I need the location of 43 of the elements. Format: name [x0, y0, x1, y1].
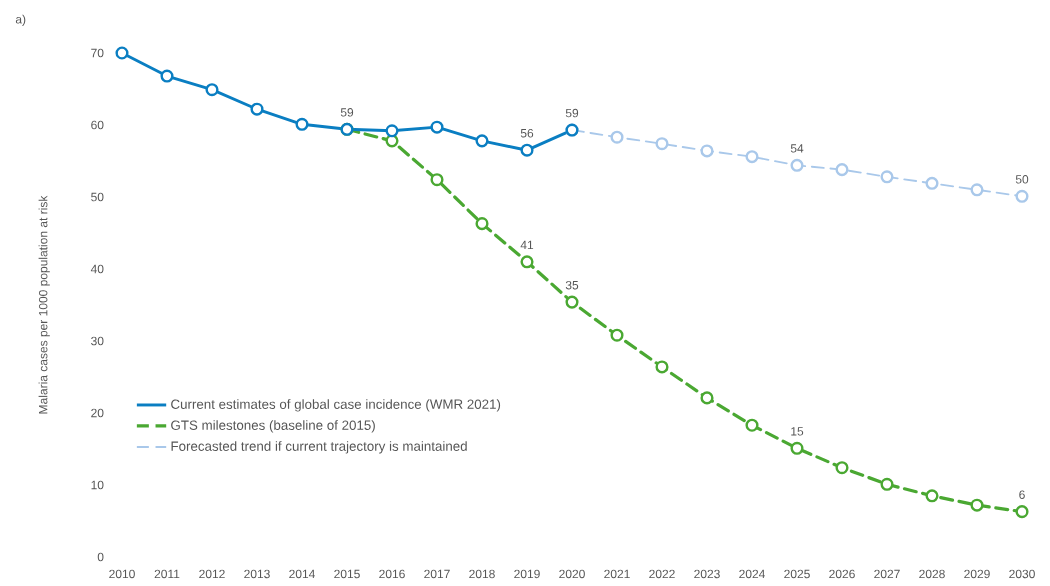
x-tick-label: 2027 — [874, 569, 900, 579]
y-tick-label: 10 — [91, 480, 104, 490]
y-tick-label: 40 — [90, 264, 104, 274]
x-tick-label: 2019 — [514, 569, 540, 579]
x-tick-label: 2029 — [964, 569, 990, 579]
x-tick-label: 2028 — [919, 569, 945, 579]
data-label: 59 — [565, 108, 579, 118]
data-label: 35 — [565, 280, 579, 290]
x-tick-label: 2025 — [784, 569, 810, 579]
y-tick-label: 70 — [91, 48, 104, 58]
x-tick-label: 2013 — [244, 569, 270, 579]
x-tick-label: 2014 — [289, 569, 315, 579]
y-tick-label: 30 — [91, 336, 104, 346]
x-tick-label: 2022 — [649, 569, 675, 579]
text: a) — [15, 14, 26, 26]
data-label: 15 — [791, 427, 804, 436]
data-label: 54 — [790, 144, 804, 153]
x-tick-label: 2011 — [154, 569, 180, 579]
y-tick-label: 50 — [91, 192, 104, 202]
x-tick-label: 2010 — [109, 569, 135, 579]
x-tick-label: 2024 — [739, 569, 765, 579]
y-tick-label: 0 — [97, 552, 104, 562]
x-tick-label: 2020 — [559, 569, 585, 579]
data-label: 50 — [1015, 175, 1029, 184]
x-tick-label: 2023 — [694, 569, 720, 579]
x-tick-label: 2030 — [1009, 569, 1035, 579]
x-tick-label: 2017 — [424, 569, 450, 579]
x-tick-label: 2021 — [604, 569, 630, 579]
legend-label: Forecasted trend if current trajectory is maintained — [171, 441, 467, 454]
x-tick-label: 2016 — [379, 569, 405, 579]
y-tick-label: 60 — [91, 120, 104, 130]
y-axis-title: Malaria cases per 1000 population at risk — [38, 195, 50, 414]
x-tick-label: 2012 — [199, 569, 225, 579]
x-tick-label: 2026 — [829, 569, 855, 579]
x-tick-label: 2015 — [334, 569, 360, 579]
x-tick-label: 2018 — [469, 569, 495, 579]
legend-label: GTS milestones (baseline of 2015) — [171, 420, 375, 433]
data-label: 56 — [520, 128, 534, 138]
data-label: 41 — [520, 240, 534, 250]
legend-label: Current estimates of global case incidence (WMR 2021) — [171, 399, 501, 412]
data-label: 6 — [1019, 490, 1025, 499]
y-tick-label: 20 — [91, 408, 104, 418]
data-label: 59 — [340, 108, 354, 117]
